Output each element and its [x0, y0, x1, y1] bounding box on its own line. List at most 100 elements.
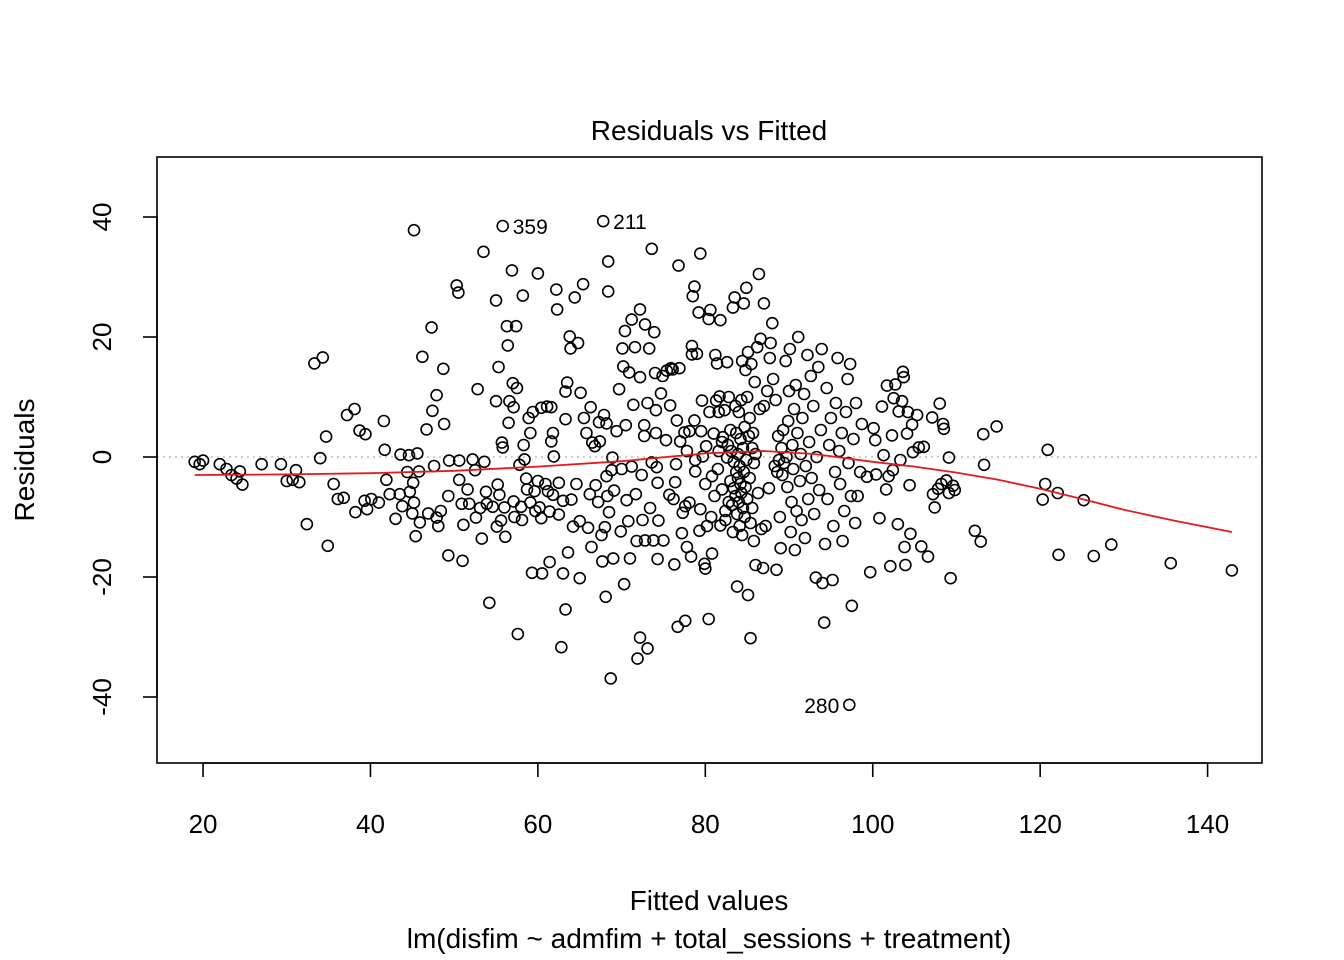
data-point [633, 303, 647, 316]
data-point [895, 394, 909, 408]
data-point [493, 488, 506, 502]
data-point [670, 414, 684, 427]
data-point [770, 563, 783, 577]
data-point [450, 279, 463, 292]
data-point [585, 540, 598, 554]
data-point [389, 512, 402, 526]
data-point [524, 426, 537, 440]
data-point [654, 387, 668, 400]
data-point [827, 519, 840, 533]
data-point [600, 417, 613, 430]
data-point [807, 507, 821, 521]
data-point [383, 487, 397, 501]
data-point [713, 390, 726, 403]
data-point [442, 489, 455, 503]
plot-area: 359 211 280 [157, 211, 1262, 718]
data-point [784, 525, 798, 539]
data-point [321, 539, 335, 553]
data-point [709, 348, 722, 362]
data-point [860, 470, 874, 484]
data-point [897, 370, 911, 384]
labeled-point-280 [842, 698, 856, 712]
data-point [705, 547, 719, 560]
data-point [884, 559, 897, 573]
data-point [502, 416, 515, 430]
data-point [515, 513, 529, 527]
data-point [807, 399, 820, 413]
data-point [591, 495, 605, 509]
data-point [837, 504, 851, 518]
data-point [641, 642, 654, 655]
data-point [630, 534, 643, 548]
data-point [571, 336, 585, 350]
data-point [781, 414, 795, 428]
data-point [535, 567, 549, 580]
data-point [596, 555, 609, 568]
data-point [643, 501, 657, 515]
data-point [667, 492, 680, 506]
data-point [426, 404, 439, 418]
data-point [805, 471, 818, 485]
data-point [910, 408, 924, 422]
x-tick-label: 100 [851, 809, 894, 839]
data-point [340, 408, 354, 422]
data-point [636, 513, 649, 527]
data-point [747, 456, 761, 470]
data-point [692, 306, 705, 319]
data-point [580, 426, 593, 440]
data-point [936, 417, 950, 431]
data-point [663, 399, 677, 412]
data-point [407, 496, 421, 509]
data-point [378, 443, 391, 457]
data-point [452, 286, 465, 299]
data-point [550, 303, 564, 316]
data-point [602, 505, 616, 519]
y-tick-label: -40 [87, 678, 117, 716]
data-point [715, 435, 729, 449]
y-axis: -40 -20 0 20 40 [87, 203, 158, 716]
x-tick-label: 120 [1018, 809, 1061, 839]
y-tick-label: 0 [87, 450, 117, 464]
data-point [748, 375, 762, 389]
data-point [427, 459, 441, 473]
data-point [745, 501, 759, 515]
data-point [695, 394, 709, 407]
data-point [873, 511, 886, 525]
data-point [617, 577, 631, 591]
data-point [564, 342, 577, 355]
data-point [887, 391, 900, 405]
data-point [777, 456, 791, 470]
data-point [473, 501, 487, 515]
data-point [648, 366, 662, 380]
data-point [559, 412, 572, 426]
data-point [466, 453, 479, 466]
data-point [937, 422, 951, 436]
data-point [462, 497, 476, 511]
data-point [898, 540, 911, 554]
data-point [534, 511, 548, 525]
data-point [431, 519, 445, 533]
data-point [193, 457, 206, 471]
data-point [847, 432, 860, 446]
data-point [565, 493, 578, 506]
x-tick-label: 140 [1186, 809, 1229, 839]
data-point [776, 468, 789, 482]
data-point [680, 444, 694, 458]
data-point [457, 518, 470, 532]
data-point [786, 462, 800, 476]
data-point [732, 405, 746, 419]
data-point [740, 281, 753, 295]
data-point [461, 483, 474, 496]
data-point [407, 223, 421, 237]
data-point [599, 590, 612, 604]
data-point [550, 283, 563, 296]
data-point [787, 402, 801, 416]
data-point [556, 567, 570, 580]
data-point [694, 424, 708, 438]
data-point [793, 474, 807, 488]
data-point [1225, 564, 1239, 577]
data-point [425, 321, 438, 334]
data-point [668, 558, 681, 571]
data-point [702, 312, 715, 326]
